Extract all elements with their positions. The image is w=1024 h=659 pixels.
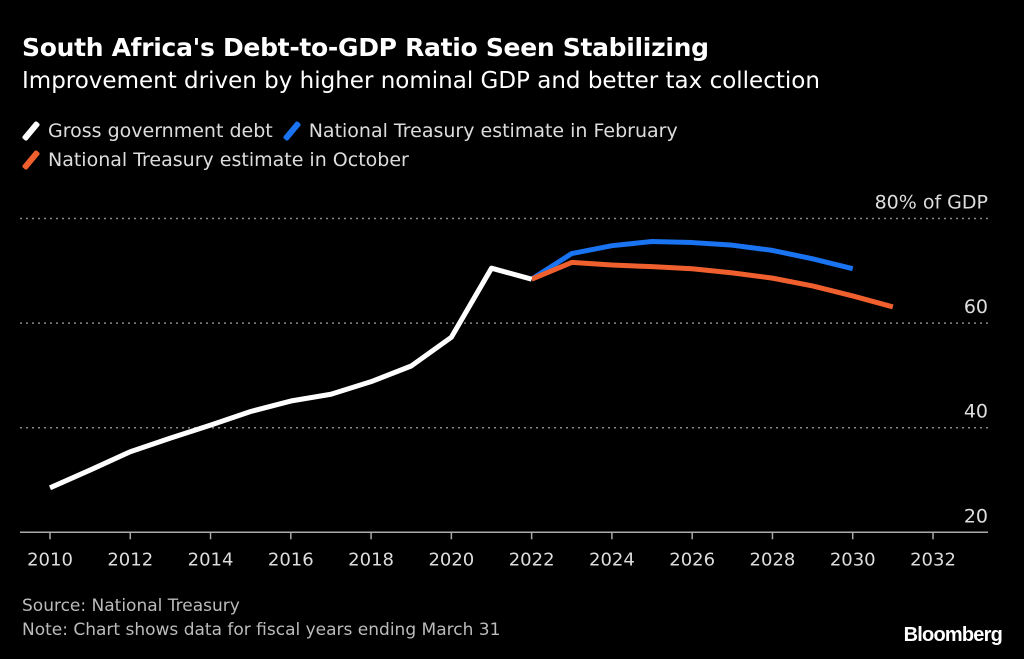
y-tick-label: 60 (964, 296, 988, 318)
x-tick-label: 2012 (107, 549, 153, 570)
x-tick-label: 2014 (188, 549, 234, 570)
x-tick-label: 2024 (589, 549, 635, 570)
chart-title: South Africa's Debt-to-GDP Ratio Seen St… (22, 33, 709, 62)
x-tick-label: 2030 (830, 549, 876, 570)
chart-subtitle: Improvement driven by higher nominal GDP… (22, 68, 820, 94)
bloomberg-logo: Bloomberg (903, 624, 1003, 646)
legend-label-october: National Treasury estimate in October (48, 149, 409, 171)
y-tick-label: 80% of GDP (875, 192, 988, 214)
legend-row-1: Gross government debt National Treasury … (21, 120, 678, 142)
series-line-2 (530, 259, 894, 310)
x-tick-label: 2010 (27, 549, 73, 570)
source-note: Source: National Treasury (22, 596, 240, 616)
x-tick-label: 2026 (669, 549, 715, 570)
x-tick-label: 2016 (268, 549, 314, 570)
y-tick-label: 40 (964, 401, 988, 423)
x-tick-label: 2022 (509, 549, 555, 570)
legend-row-2: National Treasury estimate in October (21, 149, 409, 171)
series-line-1 (530, 239, 854, 282)
y-tick-label: 20 (964, 505, 988, 527)
series-line-0 (48, 265, 533, 491)
x-tick-label: 2028 (750, 549, 796, 570)
x-tick-label: 2032 (910, 549, 956, 570)
legend-label-gross-debt: Gross government debt (48, 120, 273, 142)
x-tick-label: 2018 (348, 549, 394, 570)
footnote: Note: Chart shows data for fiscal years … (22, 620, 501, 640)
x-tick-label: 2020 (428, 549, 474, 570)
legend-label-february: National Treasury estimate in February (308, 120, 678, 142)
